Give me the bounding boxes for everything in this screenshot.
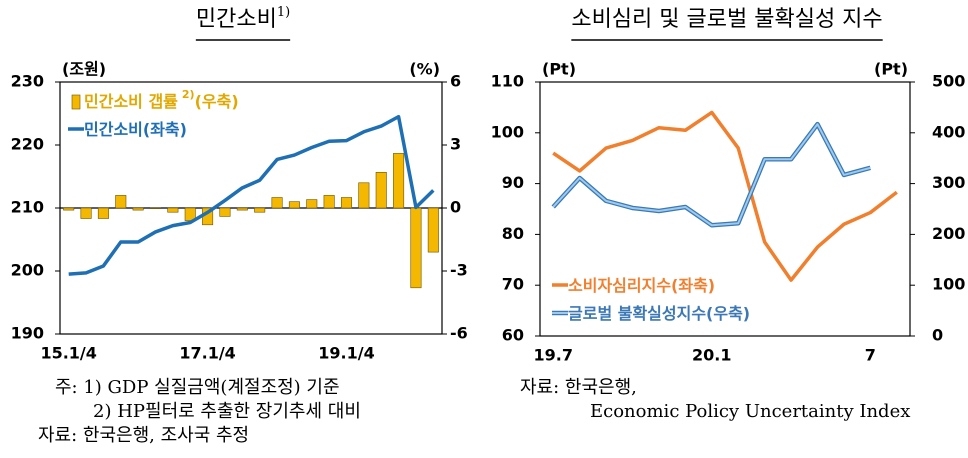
- title-text: 소비심리 및 글로벌 불확실성 지수: [571, 7, 882, 32]
- legend-note: 2): [182, 88, 195, 101]
- legend-name: 민간소비 갭률: [84, 92, 178, 111]
- bar: [271, 197, 283, 209]
- y2-tick-label: -6: [450, 324, 468, 343]
- bar: [167, 207, 179, 213]
- footnote: 자료: 한국은행, 조사국 추정: [38, 425, 249, 446]
- x-tick-label: 17.1/4: [179, 344, 235, 363]
- bar: [323, 195, 335, 209]
- y2-tick-label: 300: [932, 173, 965, 192]
- legend-label: 민간소비 갭률 2)(우축): [84, 88, 239, 111]
- y-tick-label: 210: [11, 198, 44, 217]
- legend-suffix: (우축): [195, 92, 239, 111]
- bar: [132, 207, 144, 211]
- line-outline: [551, 121, 871, 228]
- bar: [219, 207, 231, 217]
- y-tick-label: 190: [11, 324, 44, 343]
- x-tick-label: 7: [865, 346, 876, 365]
- y-unit: (조원): [62, 60, 106, 79]
- x-tick-label: 15.1/4: [40, 344, 96, 363]
- bar: [393, 153, 405, 209]
- chart-title: 소비심리 및 글로벌 불확실성 지수: [571, 7, 882, 32]
- y-tick-label: 80: [502, 224, 524, 243]
- y2-tick-label: 500: [932, 72, 965, 91]
- y2-unit: (Pt): [874, 60, 908, 79]
- y-tick-label: 230: [11, 72, 44, 91]
- bar: [149, 207, 162, 209]
- y-tick-label: 100: [491, 122, 524, 141]
- bar: [63, 207, 75, 211]
- legend-name: 글로벌 불확실성지수(우축): [568, 304, 750, 323]
- y2-tick-label: 200: [932, 224, 965, 243]
- y-tick-label: 110: [491, 72, 524, 91]
- title-note: 1): [277, 5, 290, 20]
- bar: [306, 199, 318, 209]
- title-text: 민간소비: [196, 7, 277, 32]
- bar: [375, 172, 387, 209]
- y2-unit: (%): [409, 60, 440, 79]
- y2-tick-label: 0: [932, 326, 943, 345]
- bar: [358, 182, 370, 209]
- y-tick-label: 60: [502, 326, 524, 345]
- x-tick-label: 19.7: [533, 346, 572, 365]
- y2-tick-label: -3: [450, 261, 468, 280]
- y-tick-label: 70: [502, 275, 524, 294]
- bar: [288, 201, 300, 209]
- bar: [427, 207, 439, 253]
- y-tick-label: 90: [502, 173, 524, 192]
- line: [552, 110, 898, 282]
- x-tick-label: 19.1/4: [318, 344, 374, 363]
- legend-label: 소비자심리지수(좌축): [568, 276, 715, 295]
- y-tick-label: 220: [11, 135, 44, 154]
- legend-label: 글로벌 불확실성지수(우축): [568, 304, 750, 323]
- footnote: 자료: 한국은행,: [520, 377, 637, 398]
- bar: [80, 207, 92, 219]
- y2-tick-label: 100: [932, 275, 965, 294]
- bar: [236, 207, 248, 211]
- legend-name: 민간소비(좌축): [84, 120, 187, 139]
- y2-tick-label: 3: [450, 135, 461, 154]
- y-unit: (Pt): [542, 60, 576, 79]
- footnote: Economic Policy Uncertainty Index: [590, 401, 910, 422]
- legend-swatch: [71, 94, 81, 110]
- legend-label: 민간소비(좌축): [84, 120, 187, 139]
- y2-tick-label: 400: [932, 122, 965, 141]
- bar: [410, 207, 422, 289]
- legend-name: 소비자심리지수(좌축): [568, 276, 715, 295]
- bar: [115, 195, 127, 209]
- bar: [254, 207, 266, 213]
- line: [552, 123, 871, 227]
- y2-tick-label: 0: [450, 198, 461, 217]
- y-tick-label: 200: [11, 261, 44, 280]
- y2-tick-label: 6: [450, 72, 461, 91]
- footnote: 주: 1) GDP 실질금액(계절조정) 기준: [55, 377, 340, 398]
- footnote: 2) HP필터로 추출한 장기추세 대비: [93, 401, 361, 422]
- line: [68, 114, 435, 276]
- bar: [97, 207, 109, 219]
- bar: [340, 197, 353, 209]
- x-tick-label: 20.1: [692, 346, 731, 365]
- plot-frame: [539, 81, 911, 337]
- chart-title: 민간소비1): [196, 5, 290, 33]
